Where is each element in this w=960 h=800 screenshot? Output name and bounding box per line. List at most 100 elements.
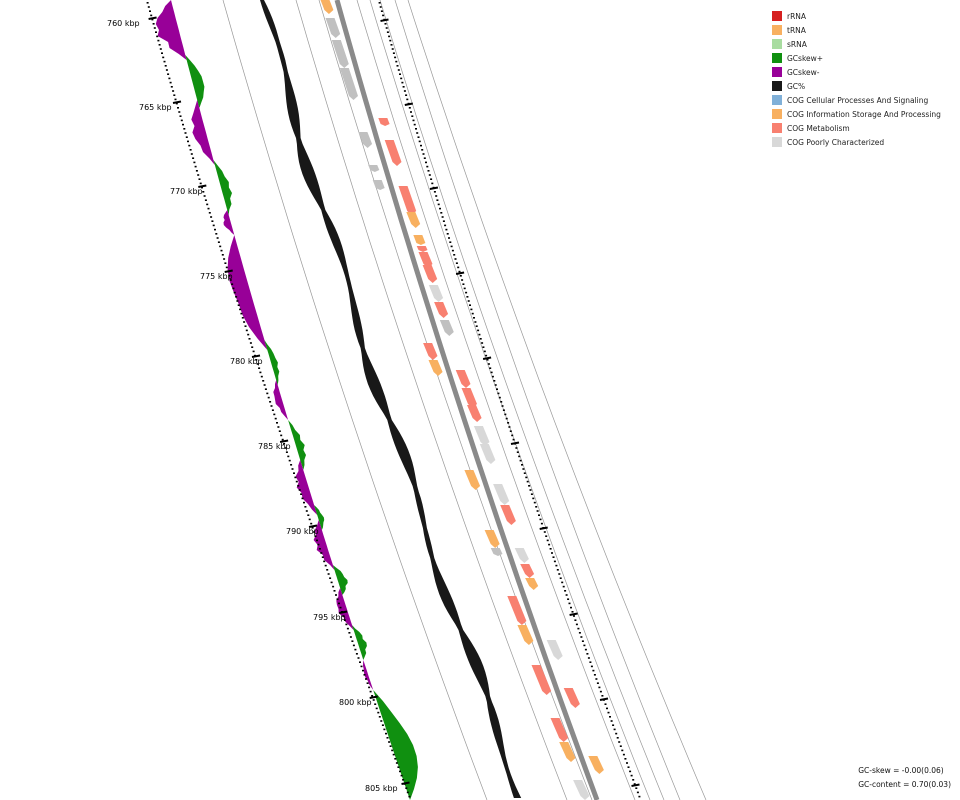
scale-dot [277,426,280,428]
scale-dot [593,674,596,676]
gc-content-ribbon [260,0,522,798]
major-tick [148,16,157,20]
scale-dot [539,518,542,521]
scale-dot [561,581,564,584]
scale-dot [558,573,561,575]
scale-dot [248,338,251,340]
scale-dot [508,426,511,428]
major-tick [308,524,318,528]
cog-cellular-swatch [772,95,782,105]
scale-dot [403,90,406,92]
scale-dot [629,770,632,773]
kbp-scale: 760 kbp 765 kbp 770 kbp 775 kbp 780 kbp … [107,2,641,798]
scale-dot [462,283,465,285]
scale-dot [243,321,246,323]
major-tick [198,184,207,188]
scale-dot [486,359,489,361]
scale-dot [428,174,431,176]
scale-dot [173,94,176,96]
scale-dot [590,665,593,668]
scale-dot [303,501,305,504]
tick-label-780: 780 kbp [230,357,263,366]
scale-dot [193,161,196,164]
scale-dot [245,329,248,332]
scale-dot [375,707,378,710]
scale-dot [357,657,360,659]
scale-dot [523,472,526,474]
gene-feature [423,343,438,360]
scale-dot [316,539,318,542]
scale-dot [451,249,454,252]
track-guide-line [394,0,681,800]
scale-dot [255,359,258,361]
scale-dot [570,606,572,609]
scale-dot [431,182,434,185]
gene-feature [563,688,580,708]
gc-skew-negative-lobe [191,100,215,165]
scale-dot [555,564,558,567]
scale-dot [390,44,393,46]
scale-dot [249,342,252,344]
scale-dot [220,249,223,252]
scale-dot [596,682,599,684]
scale-dot [599,690,602,693]
scale-dot [536,510,539,512]
scale-dot [208,212,211,214]
scale-dot [392,52,395,54]
scale-dot [511,434,514,437]
scale-dot [397,766,400,768]
scale-dot [626,762,628,764]
scale-dot [532,497,535,500]
scale-dot [449,241,452,243]
gene-feature [525,578,539,590]
scale-dot [311,527,314,529]
scale-dot [178,111,181,113]
scale-dot [301,497,304,500]
scale-dot [326,569,329,571]
scale-dot [295,480,298,483]
scale-dot [266,392,269,395]
legend: rRNA tRNA sRNA GCskew+ GCskew- GC% COG C… [772,9,941,149]
scale-dot [477,329,480,332]
scale-dot [529,489,532,491]
legend-item-rrna: rRNA [772,9,941,23]
scale-dot [273,413,276,416]
scale-dot [601,695,604,697]
scale-dot [386,737,389,739]
scale-dot [333,590,336,592]
scale-dot [332,585,335,588]
scale-dot [180,119,183,122]
gc-skew-negative-lobe [313,520,335,570]
scale-dot [346,627,349,630]
scale-dot [504,413,507,416]
scale-dot [574,619,577,621]
major-tick [455,271,465,275]
scale-dot [606,707,608,710]
scale-dot [157,39,160,42]
gene-feature-unclassified [372,180,385,190]
scale-dot [501,405,504,407]
scale-dot [401,81,404,84]
scale-dot [405,94,408,96]
scale-dot [231,283,234,285]
scale-dot [147,6,150,8]
scale-dot [613,728,616,731]
scale-dot [264,388,267,390]
scale-dot [327,573,330,575]
scale-dot [313,531,316,533]
scale-dot [163,60,166,63]
scale-dot [365,678,367,680]
gc-skew-negative-lobe [363,660,374,690]
tick-label-765: 765 kbp [139,103,172,112]
scale-dot [214,228,216,231]
scale-dot [470,308,473,311]
scale-dot [397,69,400,71]
scale-dot [408,795,411,798]
scale-dot [545,535,548,537]
gene-feature [416,246,428,252]
legend-item-gcskew-plus: GCskew+ [772,51,941,65]
scale-dot [412,119,415,122]
scale-dot [204,199,207,201]
major-tick [404,102,413,106]
scale-dot [244,325,247,327]
